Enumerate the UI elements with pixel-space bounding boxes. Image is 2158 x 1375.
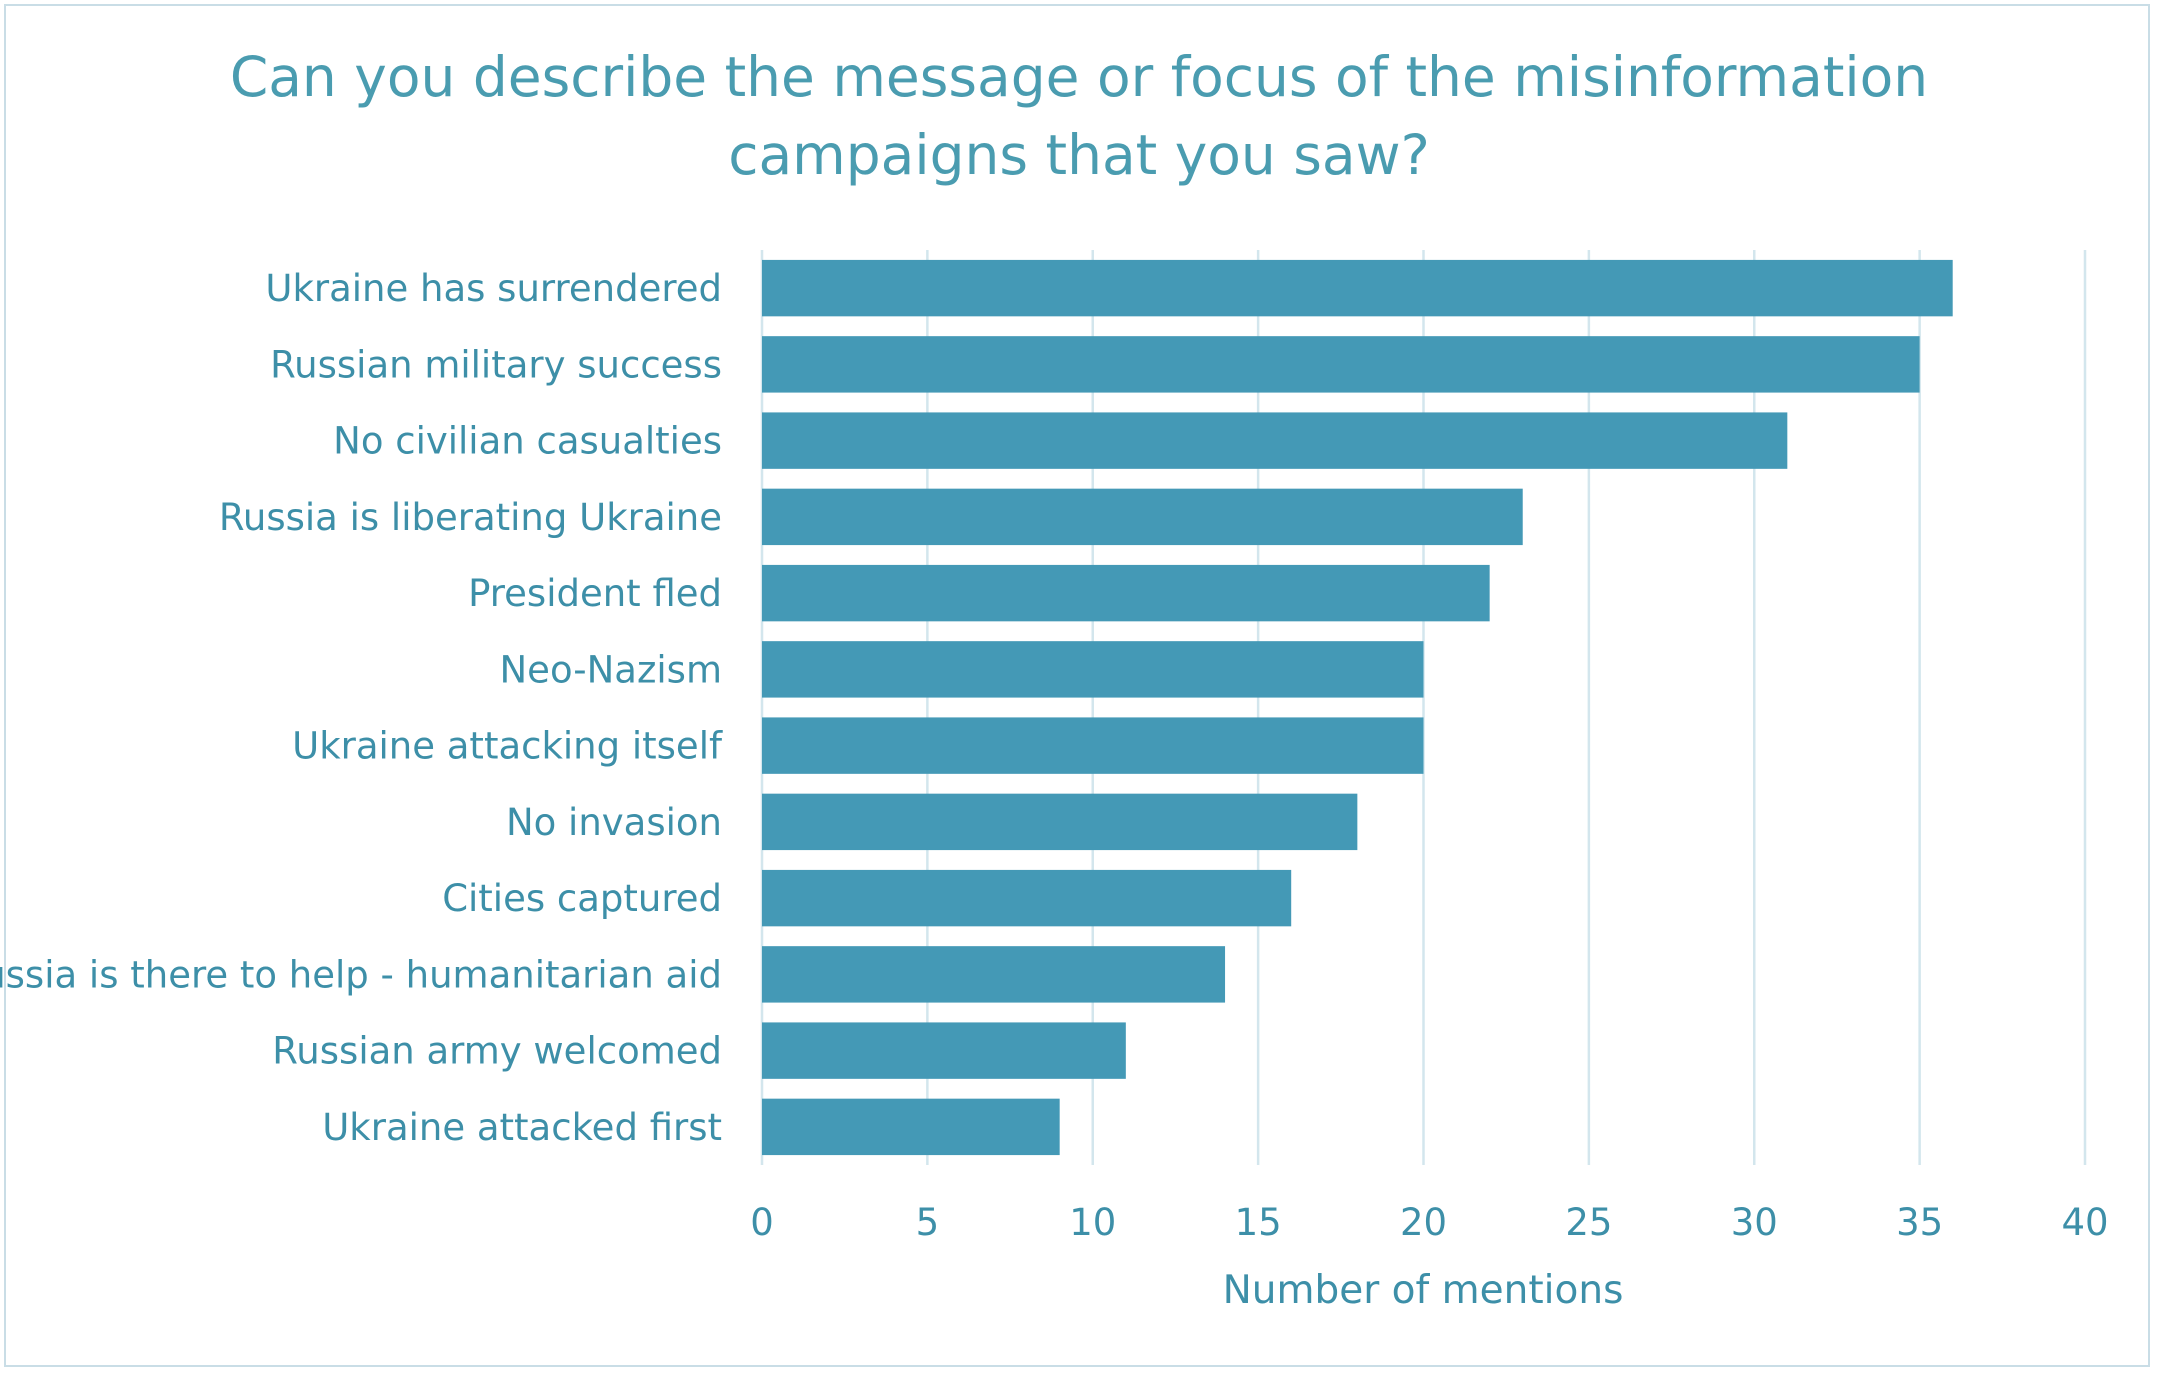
x-tick-label-30: 30 (1731, 1201, 1778, 1244)
x-tick-label-20: 20 (1400, 1201, 1447, 1244)
category-label-1: Russian military success (270, 343, 722, 386)
x-tick-label-40: 40 (2061, 1201, 2108, 1244)
bar-8 (762, 869, 1292, 927)
bar-9 (762, 946, 1226, 1003)
x-tick-label-5: 5 (916, 1201, 940, 1244)
bar-0 (762, 259, 1953, 317)
x-tick-labels: 0 5 10 15 20 25 30 35 40 (750, 1201, 2108, 1244)
category-label-4: President fled (468, 572, 722, 615)
category-label-10: Russian army welcomed (272, 1030, 722, 1073)
chart-title-line-1: Can you describe the message or focus of… (229, 45, 1929, 109)
category-label-2: No civilian casualties (333, 420, 722, 463)
chart-title: Can you describe the message or focus of… (0, 38, 2158, 194)
bar-4 (762, 564, 1490, 622)
category-label-6: Ukraine attacking itself (292, 725, 723, 768)
category-label-8: Cities captured (442, 877, 722, 920)
bar-10 (762, 1022, 1126, 1079)
bar-7 (762, 793, 1358, 851)
category-label-11: Ukraine attacked first (322, 1106, 722, 1149)
bar-2 (762, 412, 1788, 469)
bar-11 (762, 1098, 1060, 1156)
bar-6 (762, 717, 1424, 774)
chart-title-line-2: campaigns that you saw? (728, 123, 1430, 187)
bars (762, 259, 1953, 1156)
bar-5 (762, 641, 1424, 698)
bar-1 (762, 336, 1920, 393)
category-label-3: Russia is liberating Ukraine (219, 496, 722, 539)
x-tick-label-25: 25 (1565, 1201, 1612, 1244)
grid-lines (760, 250, 2087, 1165)
x-tick-label-15: 15 (1235, 1201, 1282, 1244)
category-label-7: No invasion (506, 801, 722, 844)
category-label-0: Ukraine has surrendered (265, 267, 722, 310)
bar-3 (762, 488, 1523, 546)
x-axis-title: Number of mentions (1223, 1268, 1624, 1313)
x-tick-label-0: 0 (750, 1201, 774, 1244)
x-tick-label-35: 35 (1896, 1201, 1943, 1244)
x-tick-label-10: 10 (1069, 1201, 1116, 1244)
category-label-5: Neo-Nazism (500, 648, 723, 691)
category-labels: Ukraine has surrendered Russian military … (0, 267, 723, 1149)
category-label-9: Russia is there to help - humanitarian a… (0, 953, 722, 996)
